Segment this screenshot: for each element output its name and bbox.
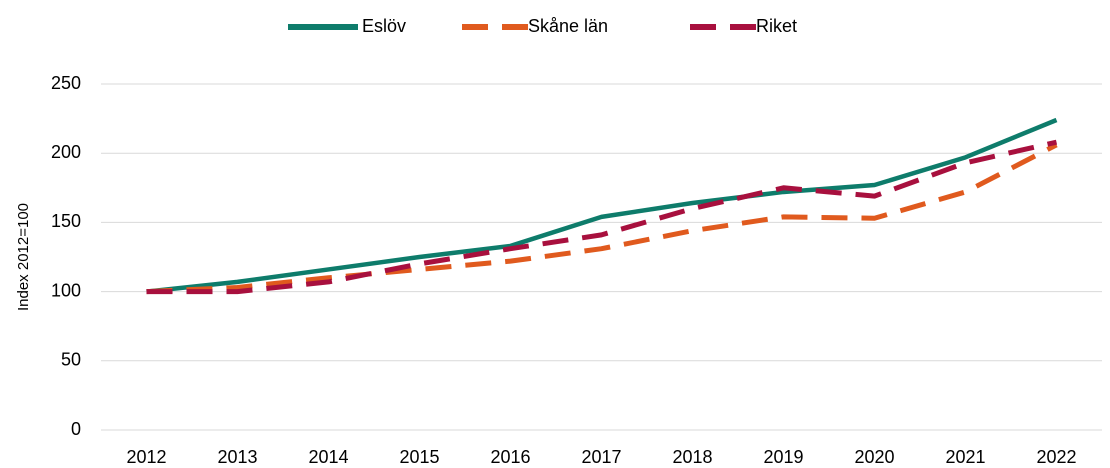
legend-label: Eslöv [362, 16, 406, 36]
x-tick-label: 2012 [126, 447, 166, 467]
line-series [146, 139, 1058, 295]
legend-label: Skåne län [528, 16, 608, 36]
x-tick-label: 2015 [399, 447, 439, 467]
y-tick-label: 50 [61, 350, 81, 370]
x-tick-label: 2014 [308, 447, 348, 467]
line-series [146, 117, 1058, 294]
y-tick-label: 250 [51, 73, 81, 93]
x-tick-label: 2018 [672, 447, 712, 467]
x-tick-label: 2022 [1036, 447, 1076, 467]
y-tick-label: 200 [51, 142, 81, 162]
x-tick-label: 2013 [217, 447, 257, 467]
y-tick-label: 0 [71, 419, 81, 439]
y-tick-label: 100 [51, 280, 81, 300]
line-series [146, 142, 1058, 295]
x-tick-label: 2016 [490, 447, 530, 467]
y-tick-label: 150 [51, 211, 81, 231]
x-tick-label: 2020 [854, 447, 894, 467]
x-tick-label: 2021 [945, 447, 985, 467]
x-tick-label: 2017 [581, 447, 621, 467]
y-axis-label: Index 2012=100 [15, 203, 32, 311]
x-tick-label: 2019 [763, 447, 803, 467]
legend-label: Riket [756, 16, 797, 36]
